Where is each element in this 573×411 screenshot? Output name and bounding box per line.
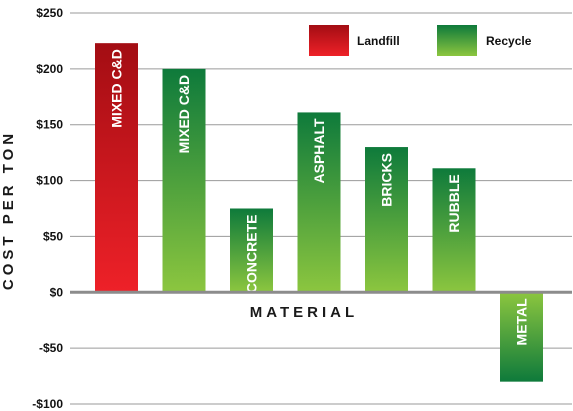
- bar: [297, 112, 341, 293]
- x-axis-title: MATERIAL: [250, 304, 358, 321]
- bars: MIXED C&D MIXED C&D CONCRETE ASPHALT BRICKS R…: [95, 43, 543, 382]
- bar: [230, 208, 273, 293]
- bar-label: ASPHALT: [311, 118, 327, 184]
- y-tick-labels: $250 $200 $150 $100 $50 $0 -$50 -$100: [32, 6, 63, 411]
- bar: [162, 68, 206, 293]
- bar-label: MIXED C&D: [176, 75, 192, 154]
- y-tick-label: -$50: [39, 341, 63, 355]
- bar: [365, 147, 408, 293]
- y-tick-label: $250: [36, 6, 63, 20]
- legend-label: Recycle: [486, 34, 532, 48]
- bar-label: RUBBLE: [446, 174, 462, 232]
- legend-swatch: [437, 25, 477, 56]
- y-tick-label: -$100: [32, 397, 63, 411]
- legend-label: Landfill: [357, 34, 400, 48]
- y-tick-label: $150: [36, 118, 63, 132]
- bar-label: BRICKS: [379, 153, 395, 207]
- bar-label: MIXED C&D: [109, 49, 125, 128]
- bar: [500, 292, 543, 382]
- legend-swatch: [309, 25, 349, 56]
- y-axis-title: COST PER TON: [0, 130, 17, 290]
- y-tick-label: $200: [36, 62, 63, 76]
- y-tick-label: $100: [36, 174, 63, 188]
- bar: [432, 168, 476, 293]
- bar-label: CONCRETE: [244, 215, 260, 294]
- legend: Landfill Recycle: [309, 25, 532, 56]
- y-tick-label: $0: [50, 285, 64, 299]
- y-tick-label: $50: [43, 229, 63, 243]
- bar-label: METAL: [514, 298, 530, 346]
- bar: [95, 43, 138, 293]
